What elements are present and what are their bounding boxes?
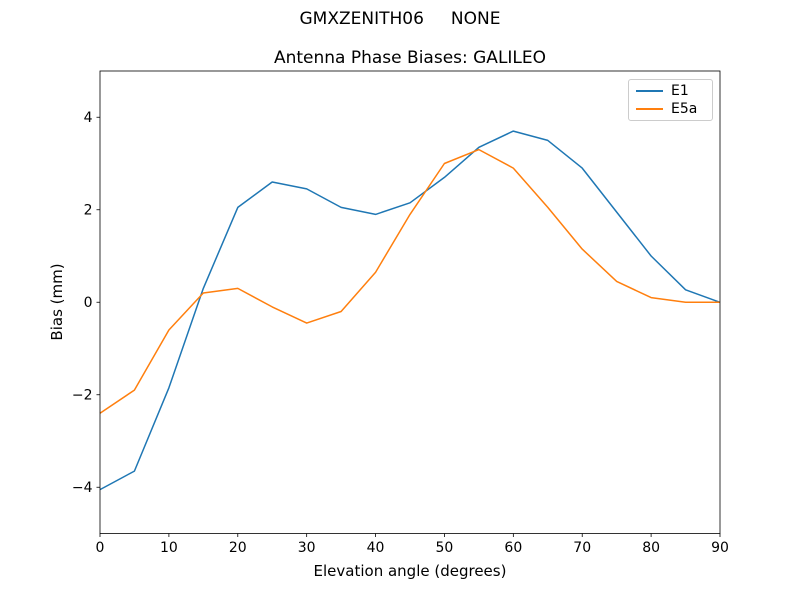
x-tick-label: 20 — [229, 540, 247, 556]
x-axis-label: Elevation angle (degrees) — [313, 562, 507, 580]
legend-entry-e1: E1 — [629, 84, 712, 98]
e5a-line — [99, 148, 720, 414]
x-tick-label: 90 — [711, 540, 729, 556]
figure-suptitle: GMXZENITH06 NONE — [299, 9, 501, 29]
legend: E1 E5a — [628, 79, 713, 121]
y-tick-label: −2 — [72, 387, 93, 403]
x-tick-label: 50 — [436, 540, 454, 556]
x-tick-label: 10 — [160, 540, 178, 556]
x-tick-label: 80 — [642, 540, 660, 556]
legend-label-e1: E1 — [671, 83, 689, 99]
y-tick-label: 2 — [84, 202, 93, 218]
legend-entry-e5a: E5a — [629, 102, 712, 116]
y-tick-label: 0 — [84, 295, 93, 311]
plot-frame — [99, 70, 721, 534]
y-tick-label: 4 — [84, 110, 93, 126]
x-tick-label: 70 — [573, 540, 591, 556]
y-axis-label: Bias (mm) — [48, 263, 66, 341]
e5a-line-swatch — [636, 108, 663, 110]
chart-title: Antenna Phase Biases: GALILEO — [273, 48, 547, 68]
y-tick-label: −4 — [72, 480, 93, 496]
legend-label-e5a: E5a — [671, 101, 698, 117]
x-tick-label: 30 — [298, 540, 316, 556]
e1-line-swatch — [636, 90, 663, 92]
x-tick-label: 60 — [504, 540, 522, 556]
x-tick-label: 0 — [96, 540, 105, 556]
e1-line — [99, 130, 721, 491]
x-tick-label: 40 — [367, 540, 385, 556]
